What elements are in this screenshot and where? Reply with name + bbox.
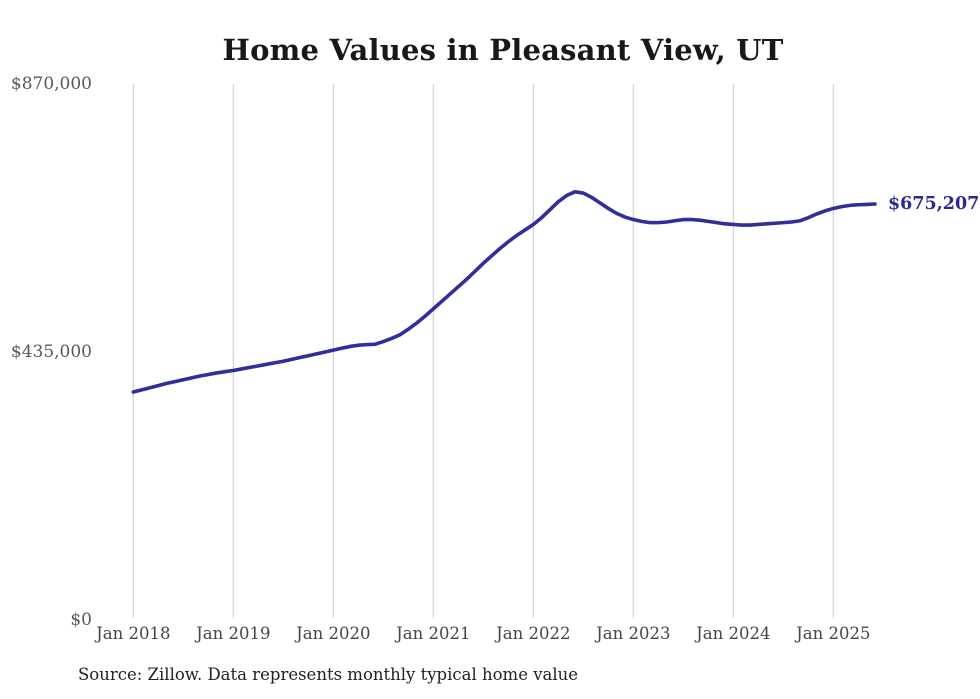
x-tick-jan-2025: Jan 2025 [796, 624, 871, 643]
y-tick-870000: $870,000 [10, 74, 92, 94]
vertical-gridlines [132, 84, 834, 618]
y-tick-435000: $435,000 [10, 342, 92, 362]
x-tick-jan-2023: Jan 2023 [596, 624, 671, 643]
latest-value-label: $675,207 [887, 193, 980, 214]
x-tick-jan-2018: Jan 2018 [96, 624, 171, 643]
home-value-line [131, 190, 877, 394]
x-tick-jan-2020: Jan 2020 [296, 624, 371, 643]
x-tick-jan-2024: Jan 2024 [696, 624, 771, 643]
x-tick-jan-2022: Jan 2022 [496, 624, 571, 643]
y-tick-0: $0 [70, 610, 92, 630]
source-note: Source: Zillow. Data represents monthly … [78, 665, 579, 684]
x-tick-jan-2019: Jan 2019 [196, 624, 271, 643]
x-tick-jan-2021: Jan 2021 [396, 624, 471, 643]
chart-title: Home Values in Pleasant View, UT [222, 33, 784, 67]
